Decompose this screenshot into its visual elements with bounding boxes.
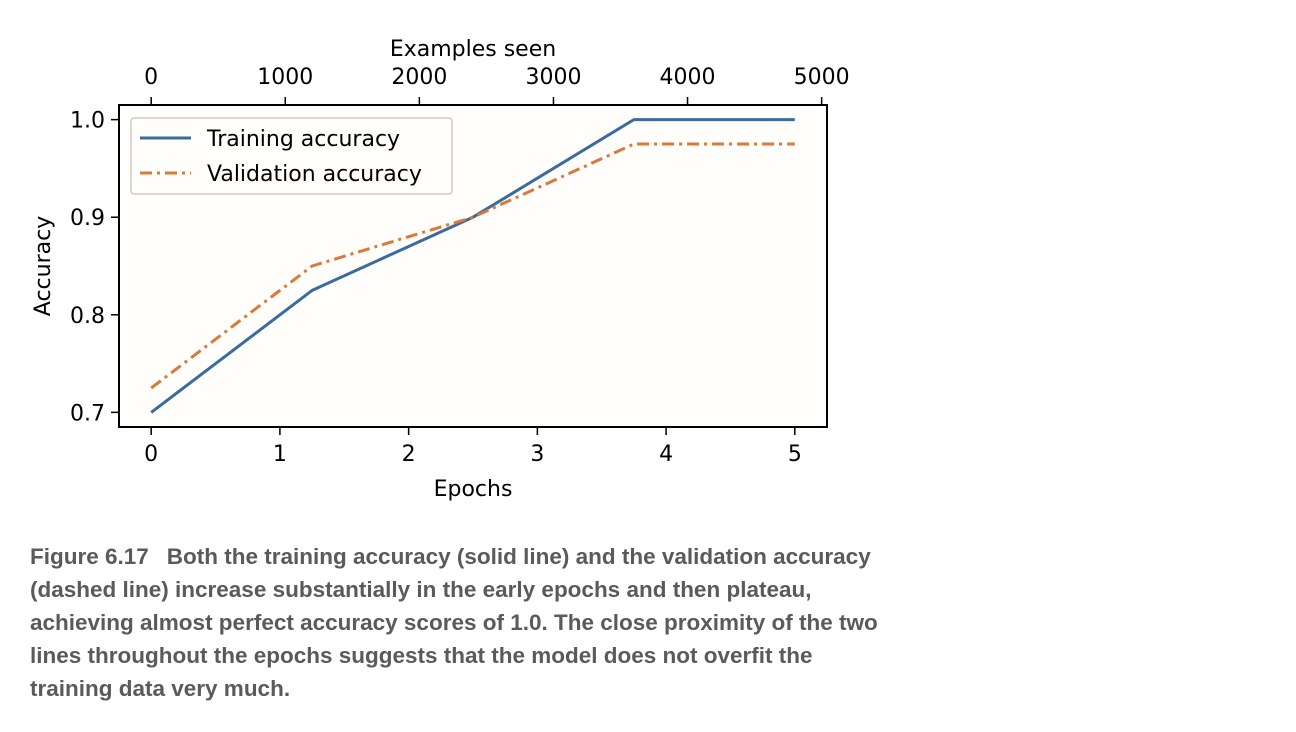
legend: Training accuracy Validation accuracy xyxy=(130,117,453,195)
top-tick-label: 3000 xyxy=(525,65,581,90)
caption-text: Both the training accuracy (solid line) … xyxy=(30,544,878,701)
x-tick-label: 3 xyxy=(530,442,544,467)
y-tick-label: 0.9 xyxy=(70,206,105,231)
plot-frame xyxy=(118,104,828,428)
top-tick-label: 1000 xyxy=(257,65,313,90)
legend-label-training: Training accuracy xyxy=(206,127,400,152)
y-tick-label: 0.8 xyxy=(70,304,105,329)
x-axis-title: Epochs xyxy=(434,477,513,502)
top-tick-label: 0 xyxy=(144,65,158,90)
training-accuracy-line xyxy=(150,118,795,414)
y-tick-label: 1.0 xyxy=(70,109,105,134)
legend-box xyxy=(130,117,453,195)
axes-layer: 0 1 2 3 4 5 0 1000 2000 3000 4000 5000 0.7 0.8 0.9 1.0 xyxy=(70,65,850,467)
caption-label: Figure 6.17 xyxy=(30,544,149,569)
y-axis-title: Accuracy xyxy=(31,216,56,316)
x-tick-label: 2 xyxy=(402,442,416,467)
figure-caption: Figure 6.17 Both the training accuracy (s… xyxy=(30,540,890,705)
x-tick-label: 5 xyxy=(788,442,802,467)
y-tick-label: 0.7 xyxy=(70,401,105,426)
x-tick-label: 4 xyxy=(659,442,673,467)
top-axis-title: Examples seen xyxy=(390,37,556,62)
accuracy-chart: 0 1 2 3 4 50 1000 2000 3000 4000 50000.70.80.91.0 … xyxy=(31,37,850,502)
top-tick-label: 2000 xyxy=(391,65,447,90)
top-tick-label: 5000 xyxy=(794,65,850,90)
x-tick-label: 1 xyxy=(273,442,287,467)
validation-accuracy-line xyxy=(150,142,795,390)
x-tick-label: 0 xyxy=(144,442,158,467)
series-layer xyxy=(150,118,795,414)
top-tick-label: 4000 xyxy=(660,65,716,90)
legend-label-validation: Validation accuracy xyxy=(207,162,422,187)
